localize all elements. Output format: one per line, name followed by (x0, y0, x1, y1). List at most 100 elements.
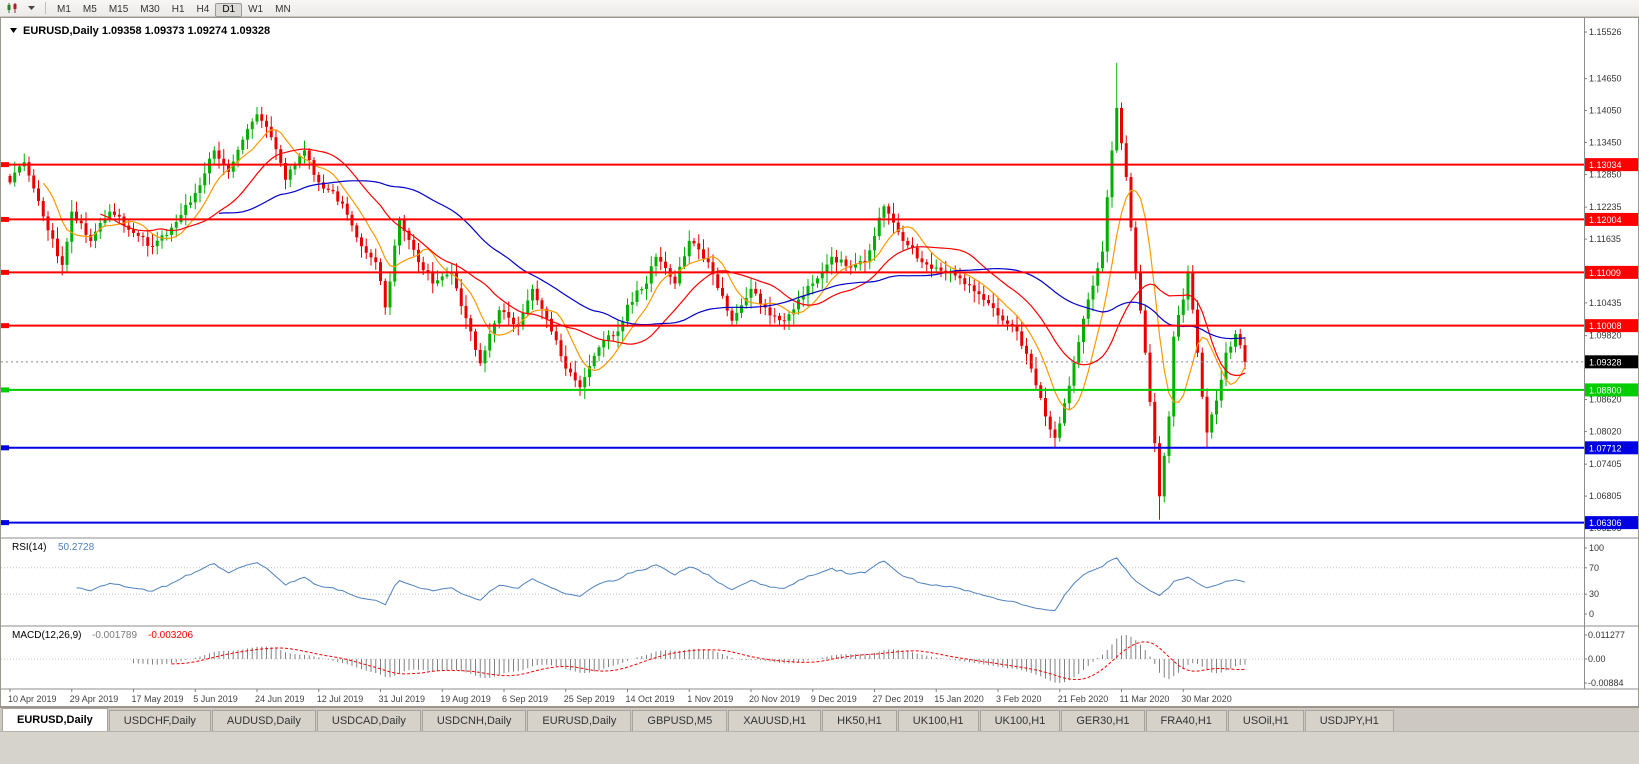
chart-tab-1-usdchf-daily[interactable]: USDCHF,Daily (108, 710, 211, 731)
chart-tab-10-uk100-h1[interactable]: UK100,H1 (979, 710, 1061, 731)
candle-body (146, 237, 150, 246)
period-button-h4[interactable]: H4 (196, 4, 210, 15)
candle-body (844, 259, 848, 266)
chart-tab-8-hk50-h1[interactable]: HK50,H1 (822, 710, 897, 731)
period-button-mn[interactable]: MN (275, 4, 291, 15)
candle-body (754, 288, 758, 294)
chart-type-icon[interactable] (4, 1, 22, 15)
rsi-line (76, 557, 1246, 612)
candle-body (730, 310, 734, 321)
chart-tab-12-fra40-h1[interactable]: FRA40,H1 (1145, 710, 1227, 731)
candle-body (882, 206, 886, 218)
candle-body (1105, 197, 1109, 252)
chart-tab-7-xauusd-h1[interactable]: XAUUSD,H1 (728, 710, 822, 731)
candle-body (236, 149, 240, 162)
chart-tab-3-usdcad-daily[interactable]: USDCAD,Daily (316, 710, 421, 731)
candle-body (1200, 352, 1204, 397)
rsi-label: RSI(14) (12, 542, 46, 553)
period-button-h1[interactable]: H1 (171, 4, 185, 15)
symbol-marker-icon (10, 28, 17, 33)
price-chart[interactable]: 0.011277 0.00 -0.00884 1.15526 1.14650 1.1405… (0, 17, 1639, 707)
chart-dropdown-icon[interactable] (22, 1, 40, 15)
candle-body (654, 256, 658, 267)
date-axis-label: 29 Apr 2019 (70, 694, 119, 704)
date-axis-label: 11 Mar 2020 (1120, 694, 1170, 704)
candle-body (284, 162, 287, 180)
candle-body (89, 234, 93, 241)
period-buttons: M1 M5 M15 M30 H1 H4 D1 W1 MN (51, 0, 297, 17)
period-button-d1[interactable]: D1 (215, 3, 243, 17)
candle-body (331, 189, 335, 192)
chart-tab-0-eurusd-daily[interactable]: EURUSD,Daily (2, 708, 108, 731)
candle-body (972, 285, 976, 292)
candle-body (79, 220, 83, 224)
candle-body (165, 234, 169, 236)
candle-body (260, 114, 264, 121)
candle-body (1034, 368, 1038, 386)
chart-tab-2-audusd-daily[interactable]: AUDUSD,Daily (211, 710, 316, 731)
candle-body (1010, 323, 1014, 325)
rsi-axis-label: 100 (1589, 543, 1604, 553)
candle-body (388, 281, 392, 308)
candle-body (721, 287, 724, 296)
candle-body (37, 188, 40, 201)
hline-price-badge-text: 1.11009 (1589, 268, 1621, 278)
chart-tab-5-eurusd-daily[interactable]: EURUSD,Daily (527, 710, 632, 731)
candle-body (592, 355, 596, 367)
candle-body (820, 271, 824, 279)
chart-tab-4-usdcnh-daily[interactable]: USDCNH,Daily (421, 710, 527, 731)
chart-tab-13-usoil-h1[interactable]: USOil,H1 (1227, 710, 1304, 731)
candle-body (744, 297, 748, 306)
candle-body (303, 150, 306, 156)
candle-body (174, 222, 178, 228)
hline-left-marker (1, 387, 9, 393)
period-button-m1[interactable]: M1 (57, 4, 71, 15)
date-axis-label: 3 Feb 2020 (996, 694, 1042, 704)
candle-body (203, 173, 207, 186)
candle-body (963, 278, 967, 285)
hline-price-badge (1585, 516, 1638, 530)
candle-body (678, 266, 682, 284)
candle-body (1058, 423, 1062, 438)
hline-price-badge-text: 1.12004 (1589, 215, 1622, 225)
candle-body (535, 288, 539, 301)
period-button-w1[interactable]: W1 (248, 4, 264, 15)
candle-body (1077, 342, 1081, 363)
candle-body (526, 300, 530, 314)
candle-body (336, 191, 340, 202)
chart-tab-11-ger30-h1[interactable]: GER30,H1 (1061, 710, 1145, 731)
candle-body (782, 320, 786, 322)
chart-tab-9-uk100-h1[interactable]: UK100,H1 (897, 710, 979, 731)
candle-body (246, 129, 249, 140)
candle-body (189, 202, 192, 205)
candle-body (873, 236, 876, 251)
current-price-badge-text: 1.09328 (1589, 357, 1622, 367)
candle-body (1091, 285, 1095, 300)
rsi-axis-label: 30 (1589, 589, 1599, 599)
period-button-m30[interactable]: M30 (140, 4, 160, 15)
candle-body (816, 278, 819, 284)
chart-window[interactable]: 0.011277 0.00 -0.00884 1.15526 1.14650 1.1405… (0, 17, 1639, 707)
candle-body (578, 380, 582, 388)
candle-body (930, 264, 933, 269)
candle-body (288, 169, 292, 180)
chart-tab-6-gbpusd-m5[interactable]: GBPUSD,M5 (632, 710, 728, 731)
period-button-m5[interactable]: M5 (82, 4, 97, 15)
date-axis-label: 31 Jul 2019 (379, 694, 426, 704)
candle-body (75, 211, 78, 221)
chart-tab-14-usdjpy-h1[interactable]: USDJPY,H1 (1304, 710, 1394, 731)
period-button-m15[interactable]: M15 (108, 4, 129, 15)
date-axis-label: 19 Aug 2019 (440, 694, 491, 704)
date-axis-label: 14 Oct 2019 (626, 694, 675, 704)
candle-body (597, 347, 601, 356)
candle-body (778, 315, 781, 321)
ma-line-8 (42, 129, 1246, 411)
candle-body (915, 247, 919, 259)
candle-body (987, 299, 990, 304)
candle-body (227, 164, 230, 172)
candle-body (1172, 336, 1176, 417)
date-axis-label: 10 Apr 2019 (8, 694, 57, 704)
candle-body (1186, 272, 1190, 300)
candle-body (250, 121, 254, 130)
